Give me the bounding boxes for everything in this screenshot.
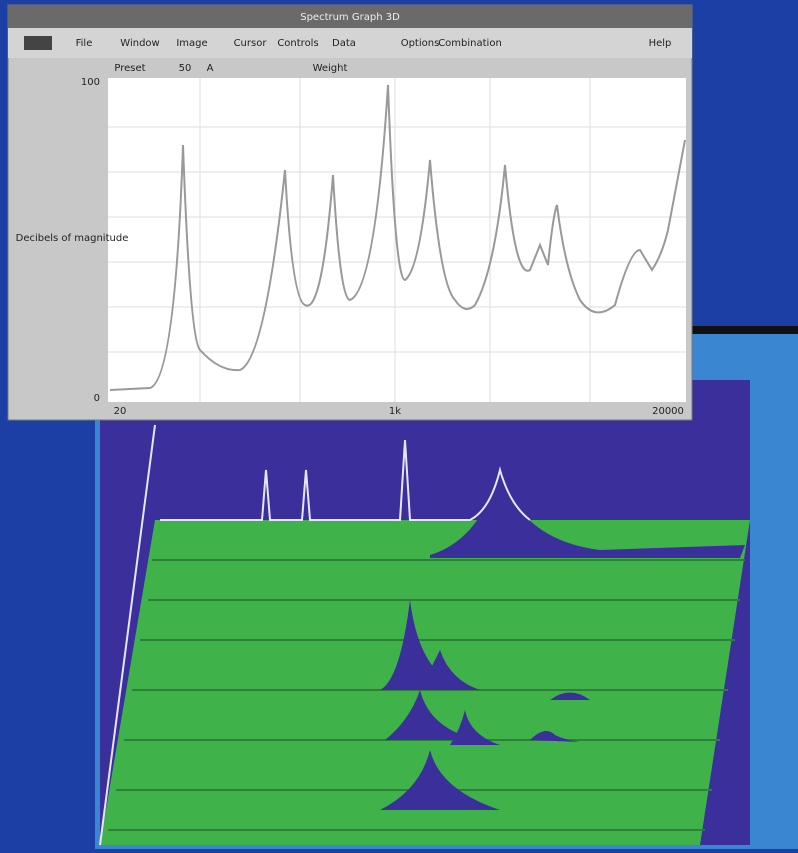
title-bar xyxy=(8,5,692,28)
toolbar-item[interactable]: A xyxy=(207,63,214,74)
y-tick-label: 0 xyxy=(94,393,100,404)
toolbar-item[interactable]: 50 xyxy=(179,63,192,74)
waterfall-lines xyxy=(108,559,745,831)
grid xyxy=(108,78,686,402)
window-title: Spectrum Graph 3D xyxy=(300,12,400,23)
toolbar-item[interactable]: Weight xyxy=(313,63,348,74)
menu-item[interactable]: Options xyxy=(401,38,440,49)
menu-item[interactable]: Combination xyxy=(438,38,502,49)
menu-item[interactable]: Data xyxy=(332,38,356,49)
toolbar-item[interactable]: Preset xyxy=(114,63,145,74)
y-tick-label: 100 xyxy=(81,77,100,88)
x-tick-label: 1k xyxy=(389,406,401,417)
menu-item[interactable]: Cursor xyxy=(234,38,268,49)
waterfall-peaks xyxy=(380,470,745,810)
spectrum-curve xyxy=(109,84,686,391)
menu-item[interactable]: Help xyxy=(649,38,672,49)
waterfall-top-peaks xyxy=(99,424,531,846)
y-axis-label: Decibels of magnitude xyxy=(16,233,129,244)
app-logo xyxy=(24,36,52,50)
menu-item[interactable]: Window xyxy=(120,38,159,49)
menu-bar xyxy=(8,28,692,58)
menu-item[interactable]: Controls xyxy=(277,38,318,49)
menu-item[interactable]: File xyxy=(76,38,93,49)
menu-item[interactable]: Image xyxy=(176,38,207,49)
window-edge xyxy=(690,326,798,334)
x-tick-label: 20000 xyxy=(652,406,684,417)
x-tick-label: 20 xyxy=(114,406,127,417)
